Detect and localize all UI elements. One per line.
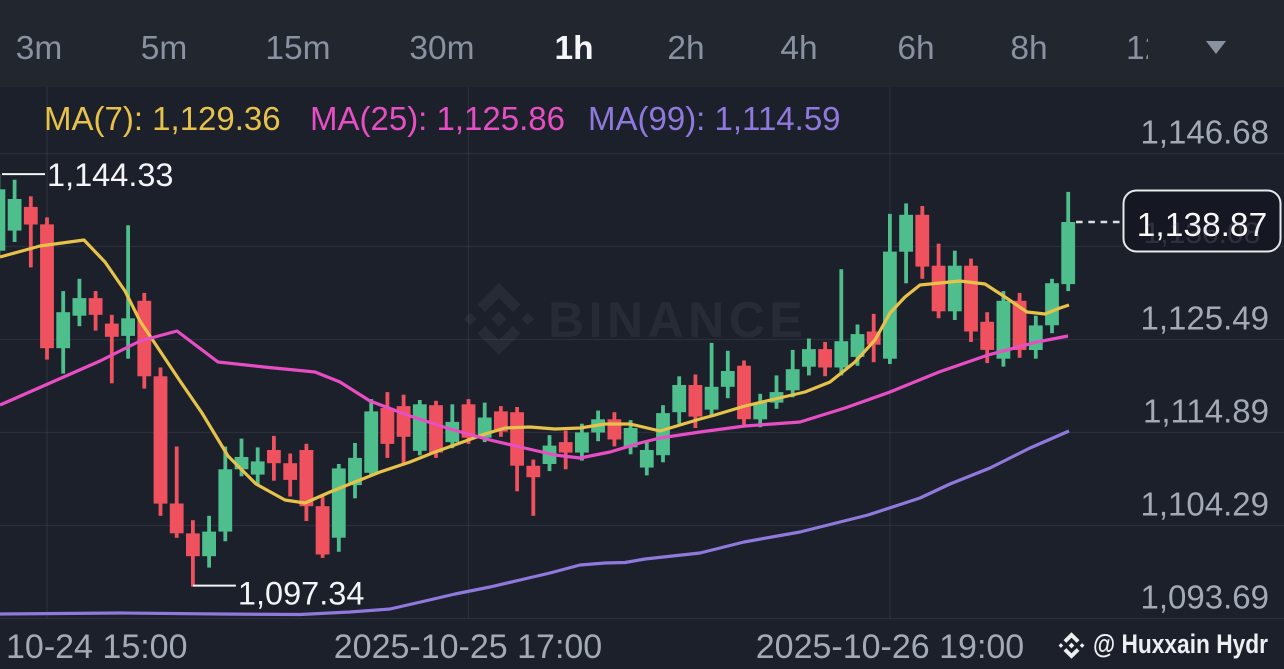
svg-text:6h: 6h bbox=[897, 30, 934, 67]
svg-text:1,146.68: 1,146.68 bbox=[1141, 113, 1269, 150]
svg-text:1,144.33: 1,144.33 bbox=[47, 157, 174, 193]
svg-text:8h: 8h bbox=[1010, 30, 1047, 67]
svg-text:1,136.08: 1,136.08 bbox=[1144, 217, 1261, 250]
svg-text:2h: 2h bbox=[667, 30, 704, 67]
svg-text:1,097.34: 1,097.34 bbox=[238, 576, 365, 612]
svg-text:30m: 30m bbox=[409, 30, 474, 67]
svg-text:1,093.69: 1,093.69 bbox=[1141, 578, 1269, 615]
svg-text:1,125.49: 1,125.49 bbox=[1141, 299, 1269, 336]
svg-text:3m: 3m bbox=[16, 30, 63, 67]
svg-text:1,104.29: 1,104.29 bbox=[1141, 485, 1269, 522]
svg-text:MA(99): 1,114.59: MA(99): 1,114.59 bbox=[588, 100, 841, 137]
svg-text:1,138.87: 1,138.87 bbox=[1137, 207, 1267, 244]
svg-text:1,114.89: 1,114.89 bbox=[1143, 392, 1269, 429]
svg-text:MA(7): 1,129.36: MA(7): 1,129.36 bbox=[44, 100, 281, 137]
svg-text:15m: 15m bbox=[265, 30, 330, 67]
svg-text:@ Huxxain Hydr: @ Huxxain Hydr bbox=[1093, 629, 1268, 659]
svg-text:10-24 15:00: 10-24 15:00 bbox=[6, 628, 188, 666]
svg-text:5m: 5m bbox=[141, 30, 188, 67]
svg-text:MA(25): 1,125.86: MA(25): 1,125.86 bbox=[310, 100, 565, 137]
svg-text:2025-10-26 19:00: 2025-10-26 19:00 bbox=[756, 628, 1024, 666]
svg-text:2025-10-25 17:00: 2025-10-25 17:00 bbox=[334, 628, 602, 666]
svg-text:12h: 12h bbox=[1126, 30, 1182, 67]
svg-text:4h: 4h bbox=[780, 30, 817, 67]
svg-text:BINANCE: BINANCE bbox=[548, 292, 807, 348]
svg-text:1h: 1h bbox=[554, 30, 593, 67]
